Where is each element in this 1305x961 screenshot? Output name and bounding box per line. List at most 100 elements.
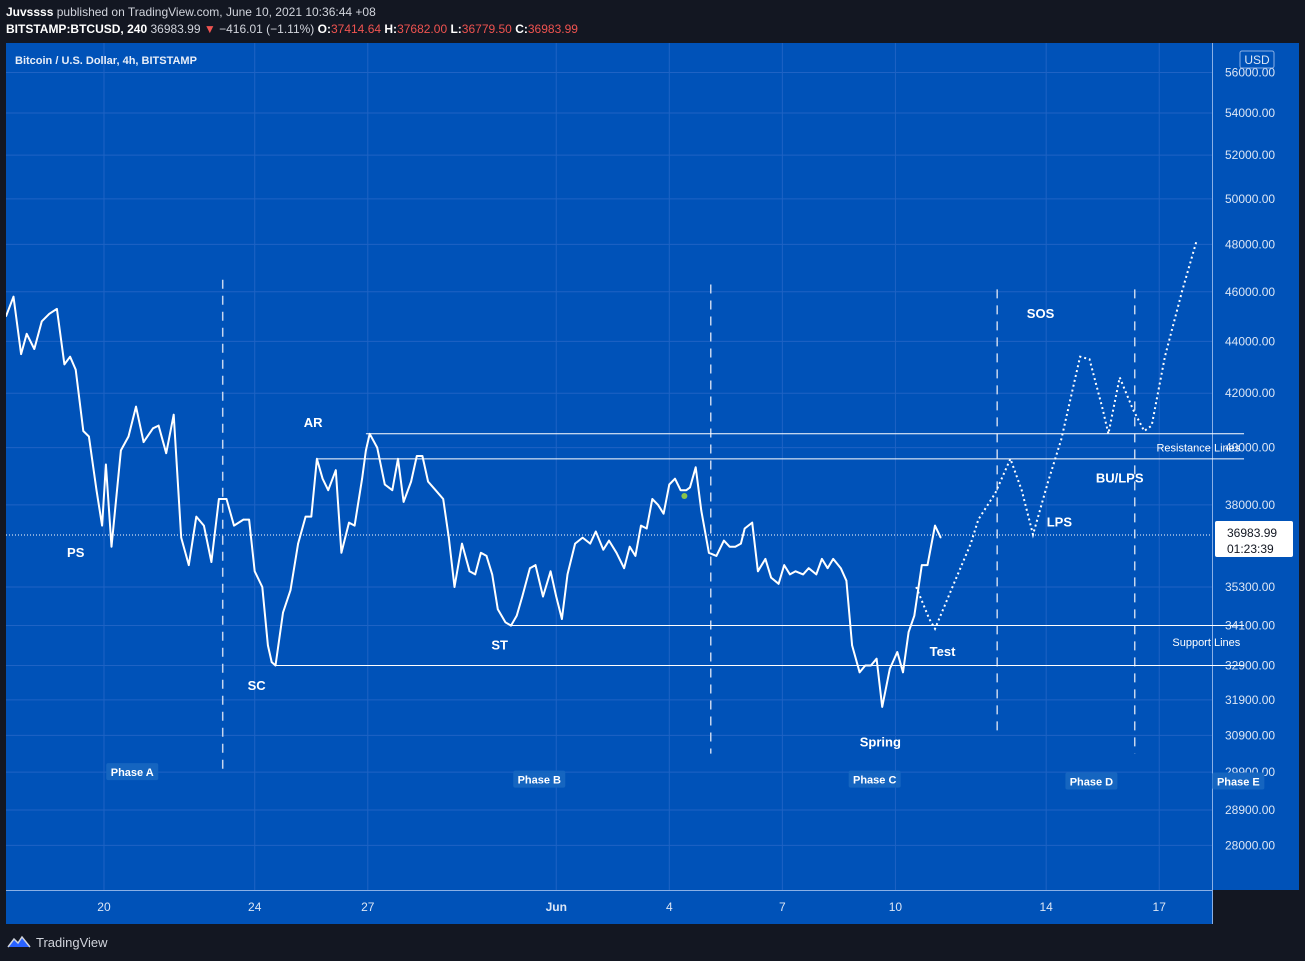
- price-point: [821, 558, 823, 560]
- y-tick-label: 40000.00: [1225, 441, 1275, 455]
- price-point: [242, 518, 245, 521]
- wyckoff-label: AR: [304, 415, 323, 430]
- y-tick-label: 30900.00: [1225, 728, 1275, 742]
- phase-label-box: [513, 770, 566, 788]
- tradingview-logo-icon[interactable]: [6, 934, 32, 950]
- price-point: [157, 424, 160, 427]
- price-point: [12, 295, 15, 298]
- price-point: [327, 489, 330, 492]
- price-point: [510, 624, 512, 627]
- price-point: [926, 564, 929, 566]
- price-point: [662, 512, 665, 515]
- wyckoff-label: LPS: [1047, 515, 1073, 530]
- price-point: [101, 524, 103, 527]
- price-point: [225, 498, 228, 500]
- price-point: [685, 489, 688, 492]
- wyckoff-label: PS: [67, 545, 85, 560]
- price-point: [218, 498, 220, 500]
- price-point: [807, 567, 810, 570]
- y-tick-label: 50000.00: [1225, 192, 1275, 206]
- price-point: [316, 458, 318, 460]
- price-point: [679, 489, 682, 492]
- high-value: 37682.00: [397, 22, 448, 36]
- price-point: [365, 449, 367, 452]
- price-label-countdown: 01:23:39: [1227, 542, 1274, 556]
- price-point: [402, 501, 405, 503]
- y-tick-label: 28900.00: [1225, 803, 1275, 817]
- price-point: [391, 489, 394, 492]
- price-point: [187, 564, 190, 566]
- price-point: [172, 413, 175, 416]
- price-point: [694, 466, 697, 469]
- price-point: [274, 664, 277, 667]
- phase-label-box: [1065, 772, 1118, 790]
- footer-brand[interactable]: TradingView: [36, 934, 108, 950]
- price-point: [870, 664, 872, 667]
- price-point: [595, 530, 597, 533]
- price-point: [340, 551, 343, 554]
- wyckoff-label: BU/LPS: [1096, 471, 1144, 486]
- price-point: [270, 661, 273, 663]
- price-point: [210, 561, 213, 563]
- symbol-info: BITSTAMP:BTCUSD, 240 36983.99 ▼ −416.01 …: [6, 22, 578, 36]
- price-point: [95, 489, 98, 492]
- y-tick-label: 48000.00: [1225, 237, 1275, 251]
- price-point: [120, 449, 122, 452]
- event-marker: [681, 493, 688, 500]
- price-chart[interactable]: 56000.00 54000.00 52000.00 50000.00 48000.00…: [5, 43, 1299, 924]
- price-point: [574, 542, 576, 545]
- price-point: [142, 441, 145, 443]
- price-change: −416.01 (−1.11%): [219, 22, 315, 36]
- price-point: [361, 477, 363, 480]
- y-tick-label: 35300.00: [1225, 580, 1275, 594]
- price-point: [334, 469, 337, 471]
- price-point: [645, 527, 648, 530]
- last-price: 36983.99: [150, 22, 201, 36]
- x-tick-label: Jun: [546, 900, 567, 914]
- wyckoff-label: SC: [248, 678, 267, 693]
- chart-title: Bitcoin / U.S. Dollar, 4h, BITSTAMP: [15, 55, 197, 67]
- price-point: [152, 427, 154, 430]
- y-tick-label: 28000.00: [1225, 838, 1275, 852]
- publish-info: Juvssss published on TradingView.com, Ju…: [6, 5, 376, 19]
- footer: TradingView: [6, 932, 108, 952]
- low-label: L:: [450, 22, 462, 36]
- chart-area[interactable]: 56000.00 54000.00 52000.00 50000.00 48000.00…: [5, 43, 1299, 924]
- price-point: [195, 515, 198, 518]
- price-point: [289, 589, 292, 591]
- price-point: [740, 542, 742, 545]
- phase-label: Phase C: [853, 775, 896, 787]
- y-tick-label: 31900.00: [1225, 693, 1275, 707]
- price-point: [888, 668, 891, 670]
- price-point: [368, 432, 371, 435]
- x-tick-label: 7: [779, 900, 786, 914]
- price-point: [203, 524, 205, 527]
- phase-label: Phase A: [111, 767, 154, 779]
- phase-label: Phase B: [518, 775, 561, 787]
- publisher-name[interactable]: Juvssss: [6, 5, 54, 19]
- y-tick-label: 34100.00: [1225, 619, 1275, 633]
- y-tick-label: 46000.00: [1225, 285, 1275, 299]
- y-tick-label: 42000.00: [1225, 386, 1275, 400]
- price-point: [689, 486, 691, 489]
- price-point: [783, 564, 786, 566]
- price-point: [415, 455, 418, 457]
- price-point: [105, 463, 107, 466]
- y-tick-label: 52000.00: [1225, 148, 1275, 162]
- price-point: [534, 564, 537, 566]
- price-point: [48, 313, 51, 315]
- price-point: [934, 524, 936, 527]
- price-point: [623, 567, 625, 570]
- price-point: [135, 405, 137, 408]
- price-point: [757, 570, 759, 573]
- price-point: [907, 631, 910, 633]
- price-point: [282, 611, 284, 614]
- price-point: [453, 586, 456, 588]
- price-point: [640, 524, 642, 527]
- phase-label-box: [848, 770, 901, 788]
- phase-label-box: [106, 763, 159, 781]
- price-point: [881, 706, 884, 708]
- symbol-name: BITSTAMP:BTCUSD, 240: [6, 22, 148, 36]
- plot-background: [6, 43, 1212, 890]
- price-point: [521, 595, 524, 598]
